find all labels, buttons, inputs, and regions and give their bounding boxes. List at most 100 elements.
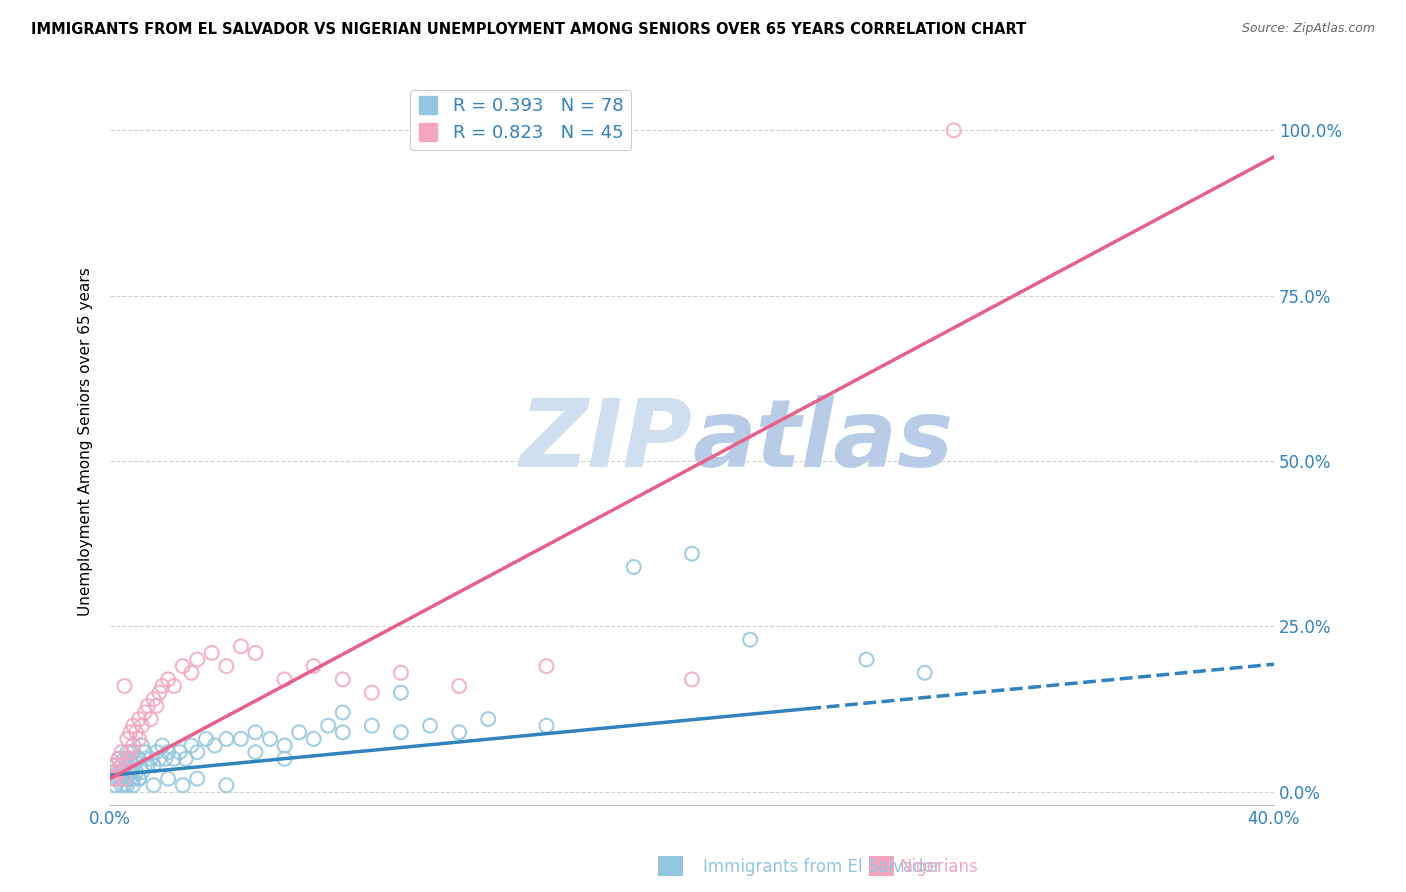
Point [180, 665, 202, 680]
Point [449, 679, 471, 693]
Text: Nigerians: Nigerians [900, 858, 979, 876]
Point [273, 752, 295, 766]
Point [201, 646, 224, 660]
Point [449, 725, 471, 739]
Point [114, 778, 136, 792]
Text: ZIP: ZIP [519, 395, 692, 487]
Point [114, 772, 136, 786]
Point [107, 764, 129, 779]
Point [245, 725, 267, 739]
Point [120, 725, 142, 739]
Point [117, 752, 139, 766]
Point [125, 764, 148, 779]
Point [104, 764, 127, 779]
Point [681, 547, 703, 561]
Text: atlas: atlas [692, 395, 953, 487]
Point [101, 772, 124, 786]
Point [122, 772, 145, 786]
Point [134, 706, 156, 720]
Point [172, 659, 194, 673]
Point [117, 772, 139, 786]
Point [134, 758, 156, 772]
Point [104, 758, 127, 772]
Point [110, 758, 132, 772]
Point [110, 758, 132, 772]
Point [139, 712, 162, 726]
Point [150, 679, 173, 693]
Point [215, 659, 238, 673]
Legend: R = 0.393   N = 78, R = 0.823   N = 45: R = 0.393 N = 78, R = 0.823 N = 45 [411, 90, 631, 150]
Point [302, 659, 325, 673]
Point [101, 772, 124, 786]
Point [128, 731, 150, 746]
Point [229, 640, 252, 654]
Point [107, 752, 129, 766]
Point [125, 752, 148, 766]
Point [186, 772, 208, 786]
Point [104, 778, 127, 792]
Point [136, 698, 159, 713]
Point [389, 685, 412, 699]
Point [536, 659, 558, 673]
Point [145, 745, 167, 759]
Point [128, 752, 150, 766]
Point [148, 752, 170, 766]
Point [157, 772, 180, 786]
Point [273, 673, 295, 687]
Point [142, 692, 165, 706]
Point [332, 673, 354, 687]
Point [740, 632, 762, 647]
Point [101, 758, 124, 772]
Point [419, 719, 441, 733]
Text: Immigrants from El Salvador: Immigrants from El Salvador [703, 858, 941, 876]
Point [114, 764, 136, 779]
Point [273, 739, 295, 753]
Point [302, 731, 325, 746]
Point [120, 745, 142, 759]
Point [125, 725, 148, 739]
Point [855, 652, 877, 666]
Point [623, 560, 645, 574]
Point [134, 745, 156, 759]
Point [122, 778, 145, 792]
Y-axis label: Unemployment Among Seniors over 65 years: Unemployment Among Seniors over 65 years [79, 267, 93, 615]
Point [142, 778, 165, 792]
Point [136, 758, 159, 772]
Point [107, 764, 129, 779]
Point [215, 731, 238, 746]
Point [117, 758, 139, 772]
Point [477, 712, 499, 726]
Point [942, 123, 965, 137]
Point [288, 725, 311, 739]
Point [145, 698, 167, 713]
Point [131, 739, 153, 753]
Point [360, 719, 382, 733]
Point [131, 764, 153, 779]
Point [117, 778, 139, 792]
Point [215, 778, 238, 792]
Point [155, 752, 177, 766]
Point [316, 719, 339, 733]
Point [163, 752, 186, 766]
Point [114, 679, 136, 693]
Point [120, 772, 142, 786]
Point [245, 646, 267, 660]
Point [110, 772, 132, 786]
Point [122, 719, 145, 733]
Point [681, 673, 703, 687]
Point [110, 745, 132, 759]
Point [107, 772, 129, 786]
Point [120, 764, 142, 779]
Point [148, 685, 170, 699]
Point [117, 731, 139, 746]
Point [259, 731, 281, 746]
Point [186, 652, 208, 666]
Point [128, 772, 150, 786]
Point [120, 752, 142, 766]
Point [122, 758, 145, 772]
Point [536, 719, 558, 733]
Point [142, 758, 165, 772]
Point [389, 665, 412, 680]
Point [169, 745, 191, 759]
Point [157, 673, 180, 687]
